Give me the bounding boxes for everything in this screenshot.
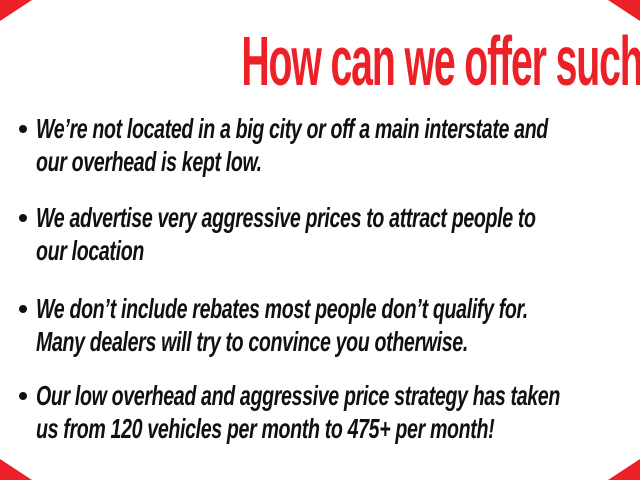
page-title: How can we offer such low prices?: [0, 26, 640, 96]
bullet-dot-icon: [19, 392, 27, 400]
bullet-1-line-1: We’re not located in a big city or off a…: [36, 112, 626, 145]
bullet-3-line-1-text: We don’t include rebates most people don…: [36, 293, 528, 324]
bullet-4-lines: Our low overhead and aggressive price st…: [36, 379, 626, 445]
bullet-4-line-2-text: us from 120 vehicles per month to 475+ p…: [36, 413, 495, 444]
corner-triangle-top-left-icon: [0, 0, 32, 21]
bullet-3-lines: We don’t include rebates most people don…: [36, 292, 626, 358]
bullet-2-lines: We advertise very aggressive prices to a…: [36, 201, 626, 267]
corner-triangle-bottom-left-icon: [0, 459, 32, 480]
bullet-item-3: We don’t include rebates most people don…: [16, 292, 626, 358]
bullet-4-line-1: Our low overhead and aggressive price st…: [36, 379, 626, 412]
bullet-item-4: Our low overhead and aggressive price st…: [16, 379, 626, 445]
bullet-4-line-1-text: Our low overhead and aggressive price st…: [36, 380, 560, 411]
bullet-dot-icon: [19, 125, 27, 133]
bullet-1-line-2: our overhead is kept low.: [36, 145, 626, 178]
corner-triangle-bottom-right-icon: [608, 459, 640, 480]
bullet-2-line-2-text: our location: [36, 235, 144, 266]
bullet-2-line-2: our location: [36, 234, 626, 267]
bullet-1-lines: We’re not located in a big city or off a…: [36, 112, 626, 178]
bullet-item-2: We advertise very aggressive prices to a…: [16, 201, 626, 267]
bullet-item-1: We’re not located in a big city or off a…: [16, 112, 626, 178]
bullet-4-line-2: us from 120 vehicles per month to 475+ p…: [36, 412, 626, 445]
bullet-1-line-2-text: our overhead is kept low.: [36, 146, 262, 177]
bullet-2-line-1-text: We advertise very aggressive prices to a…: [36, 202, 536, 233]
bullet-3-line-2-text: Many dealers will try to convince you ot…: [36, 326, 468, 357]
corner-triangle-top-right-icon: [608, 0, 640, 21]
bullet-dot-icon: [19, 305, 27, 313]
bullet-dot-icon: [19, 214, 27, 222]
bullet-3-line-2: Many dealers will try to convince you ot…: [36, 325, 626, 358]
bullet-3-line-1: We don’t include rebates most people don…: [36, 292, 626, 325]
page-title-text: How can we offer such low prices?: [241, 22, 640, 100]
bullet-1-line-1-text: We’re not located in a big city or off a…: [36, 113, 548, 144]
bullet-2-line-1: We advertise very aggressive prices to a…: [36, 201, 626, 234]
